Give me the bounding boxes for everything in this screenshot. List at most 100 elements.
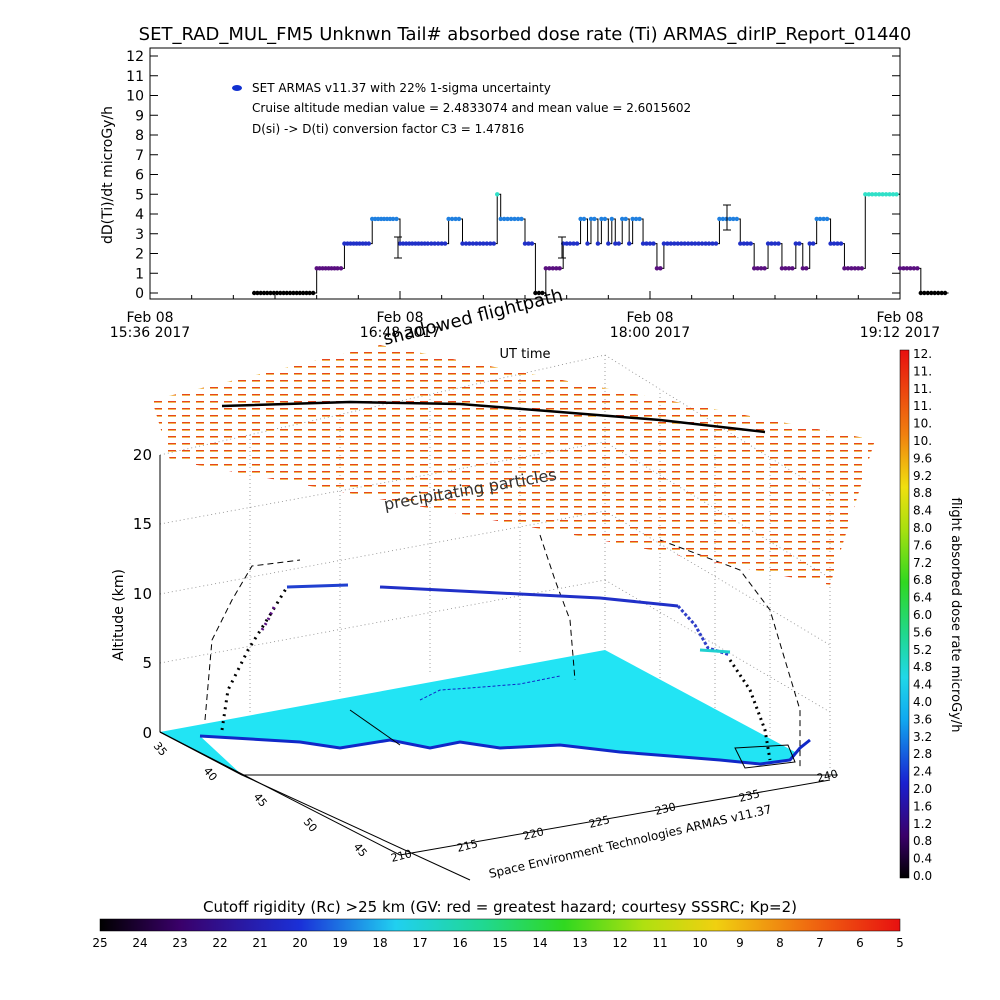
y-tick-label-11: 11 xyxy=(126,69,144,85)
dose-point xyxy=(301,290,306,296)
dose-cb-tick-22: 8.8 xyxy=(913,486,932,500)
dose-cb-tick-5: 2.0 xyxy=(913,782,932,796)
dose-point xyxy=(578,216,583,222)
y-tick-label-5: 5 xyxy=(135,187,144,203)
dose-point xyxy=(456,216,462,222)
dose-point xyxy=(748,241,753,246)
dose-point xyxy=(814,216,819,222)
map-box xyxy=(734,744,796,769)
dose-point xyxy=(651,241,656,246)
dose-point xyxy=(627,241,632,246)
dose-point xyxy=(390,216,396,222)
dose-point xyxy=(307,290,312,296)
x-tick-day-0: Feb 08 xyxy=(126,310,173,326)
svg-text:215: 215 xyxy=(456,837,480,855)
dose-point xyxy=(738,241,743,246)
dose-point xyxy=(291,290,296,296)
lat-axis xyxy=(241,774,471,881)
dose-point xyxy=(870,192,875,197)
dose-point xyxy=(550,266,555,271)
rigidity-cb-tick-6: 19 xyxy=(332,936,347,950)
rigidity-cb-tick-8: 17 xyxy=(412,936,427,950)
dose-point xyxy=(883,192,889,197)
dose-point xyxy=(630,216,635,222)
dose-point xyxy=(581,216,587,222)
dose-point xyxy=(859,266,864,271)
dose-cb-tick-26: 10. xyxy=(913,417,932,431)
dose-point xyxy=(419,241,424,246)
dose-cb-tick-4: 1.6 xyxy=(913,799,932,813)
dose-point xyxy=(495,192,500,197)
dose-point xyxy=(915,266,920,271)
rigidity-cb-tick-3: 22 xyxy=(212,936,227,950)
dose-point xyxy=(838,241,844,246)
svg-text:220: 220 xyxy=(522,825,546,843)
shadowed-track xyxy=(221,400,766,434)
dose-point xyxy=(901,266,906,271)
svg-text:235: 235 xyxy=(738,787,762,805)
dose-point xyxy=(274,290,280,296)
dose-point xyxy=(439,241,444,246)
projection-west xyxy=(204,559,301,721)
dose-point xyxy=(699,241,705,246)
dose-point xyxy=(252,290,257,296)
dose-point xyxy=(599,216,604,222)
dose-point xyxy=(845,266,851,271)
x-tick-time-3: 19:12 2017 xyxy=(860,325,940,341)
dose-point xyxy=(446,216,451,222)
dose-point xyxy=(939,290,944,296)
legend-marker xyxy=(232,85,242,91)
dose-point xyxy=(474,241,479,246)
svg-text:0: 0 xyxy=(142,724,152,742)
rigidity-cb-tick-17: 8 xyxy=(776,936,784,950)
rigidity-cb-tick-1: 24 xyxy=(132,936,147,950)
dose-cb-tick-14: 5.6 xyxy=(913,625,932,639)
map-border-line xyxy=(349,709,401,746)
dose-point xyxy=(929,290,934,296)
y-tick-label-6: 6 xyxy=(135,168,144,184)
dose-cb-tick-23: 9.2 xyxy=(913,469,932,483)
dose-point xyxy=(404,241,409,246)
dose-point xyxy=(686,241,691,246)
dose-point xyxy=(265,290,270,296)
dose-point xyxy=(640,241,646,246)
dose-point xyxy=(481,241,486,246)
dose-point xyxy=(713,241,719,246)
dose-point xyxy=(470,241,476,246)
dose-point xyxy=(463,241,469,246)
rigidity-cb-tick-9: 16 xyxy=(452,936,467,950)
dose-point xyxy=(540,290,545,296)
dose-point xyxy=(342,241,347,246)
flightpath-3d: 0 5 10 15 20 Altitude (km) 35 40 45 50 4… xyxy=(111,285,875,881)
rigidity-cb-tick-16: 9 xyxy=(736,936,744,950)
rigidity-colorbar-ramp xyxy=(99,918,901,932)
dose-point xyxy=(758,266,764,271)
dose-point xyxy=(828,241,833,246)
y-tick-label-8: 8 xyxy=(135,128,144,144)
dose-point xyxy=(410,241,415,246)
dose-point xyxy=(442,241,448,246)
dose-point xyxy=(679,241,684,246)
dose-point xyxy=(357,241,362,246)
dose-point xyxy=(477,241,483,246)
y-tick-label-3: 3 xyxy=(135,227,144,243)
dose-point xyxy=(484,241,489,246)
dose-point xyxy=(366,241,371,246)
dose-point xyxy=(567,241,573,246)
dose-point xyxy=(765,241,771,246)
dose-point xyxy=(453,216,458,222)
svg-text:40: 40 xyxy=(201,765,220,784)
dose-point xyxy=(665,241,670,246)
lon-axis xyxy=(399,779,831,856)
dose-point xyxy=(394,216,399,222)
dose-colorbar-ticks: 0.0 0.4 0.8 1.2 1.6 2.0 2.4 2.8 3.2 3.6 4.0 4.4 4.8 5… xyxy=(913,347,932,883)
dose-point xyxy=(821,216,826,222)
rigidity-cb-tick-4: 21 xyxy=(252,936,267,950)
dose-point xyxy=(936,290,941,296)
dose-point xyxy=(602,216,608,222)
dose-point xyxy=(654,266,660,271)
dose-point xyxy=(557,266,562,271)
dose-point xyxy=(692,241,698,246)
dose-point xyxy=(800,266,805,271)
dose-point xyxy=(515,216,521,222)
